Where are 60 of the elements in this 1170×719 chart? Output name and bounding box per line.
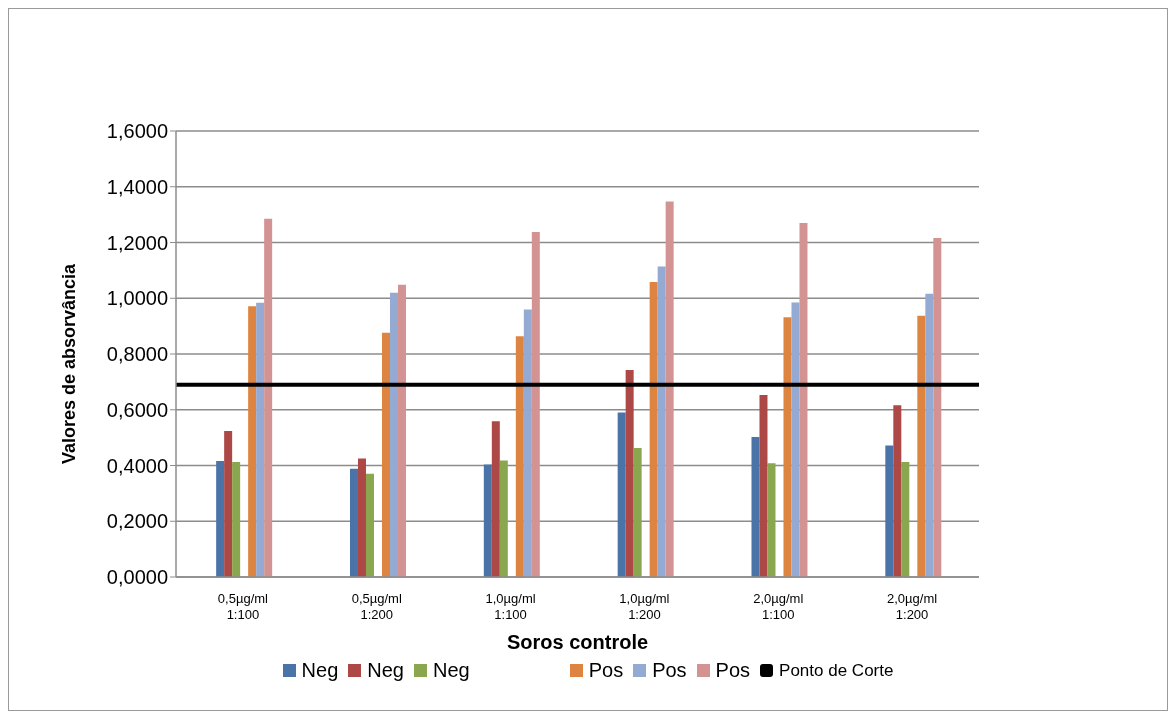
bar xyxy=(893,405,902,577)
legend-label: Pos xyxy=(588,659,624,682)
x-axis-title: Soros controle xyxy=(506,631,649,653)
legend-label: Pos xyxy=(715,659,751,682)
bar xyxy=(657,266,666,577)
x-tick-label: 1,0µg/ml 1:100 xyxy=(485,591,536,622)
bar xyxy=(933,238,942,577)
legend-label: Pos xyxy=(652,659,687,682)
y-tick-label: 0,8000 xyxy=(106,343,168,366)
bar xyxy=(381,332,390,577)
legend-label: Ponto de Corte xyxy=(779,660,894,681)
y-tick-label: 1,4000 xyxy=(106,175,168,198)
legend-label: Neg xyxy=(367,659,404,682)
x-tick-label: 2,0µg/ml 1:200 xyxy=(887,591,938,622)
bar xyxy=(491,421,500,577)
bar xyxy=(349,468,358,577)
x-tick-label: 2,0µg/ml 1:100 xyxy=(753,591,804,622)
y-tick-label: 0,2000 xyxy=(106,510,168,533)
bar xyxy=(885,445,894,577)
bar xyxy=(751,437,760,577)
bar xyxy=(264,218,273,577)
x-tick-label: 1,0µg/ml 1:200 xyxy=(619,591,670,622)
y-tick-label: 0,4000 xyxy=(106,454,168,477)
y-axis-title: Valores de absorvância xyxy=(59,262,80,464)
y-tick-label: 1,2000 xyxy=(106,231,168,254)
bar xyxy=(523,309,532,577)
bar xyxy=(625,369,634,577)
bar xyxy=(256,302,265,577)
bar xyxy=(216,461,225,577)
y-tick-label: 0,0000 xyxy=(106,566,168,589)
bar xyxy=(248,306,257,577)
legend-label: Neg xyxy=(301,659,339,682)
bar xyxy=(499,460,508,577)
bar xyxy=(365,473,374,577)
bar xyxy=(767,463,776,577)
bar xyxy=(531,231,540,577)
bar xyxy=(665,201,674,577)
x-tick-label: 0,5µg/ml 1:100 xyxy=(217,591,269,622)
y-tick-label: 0,6000 xyxy=(106,398,168,421)
bar xyxy=(783,317,792,577)
legend-label: Neg xyxy=(432,659,470,682)
bar xyxy=(791,302,800,577)
bar xyxy=(925,293,934,577)
bar xyxy=(357,458,366,577)
y-tick-label: 1,0000 xyxy=(106,287,168,310)
bar xyxy=(799,222,808,577)
bar xyxy=(515,336,524,577)
bar xyxy=(397,284,406,577)
bar xyxy=(759,394,768,577)
bar xyxy=(483,464,492,577)
bar xyxy=(389,292,398,577)
bar xyxy=(633,447,642,577)
bar xyxy=(232,461,241,577)
y-tick-label: 1,6000 xyxy=(106,120,168,143)
bar xyxy=(224,430,233,577)
x-tick-label: 0,5µg/ml 1:200 xyxy=(351,591,402,622)
bar xyxy=(649,282,658,577)
bar xyxy=(901,461,910,577)
bar xyxy=(917,315,926,577)
bar xyxy=(617,412,626,577)
